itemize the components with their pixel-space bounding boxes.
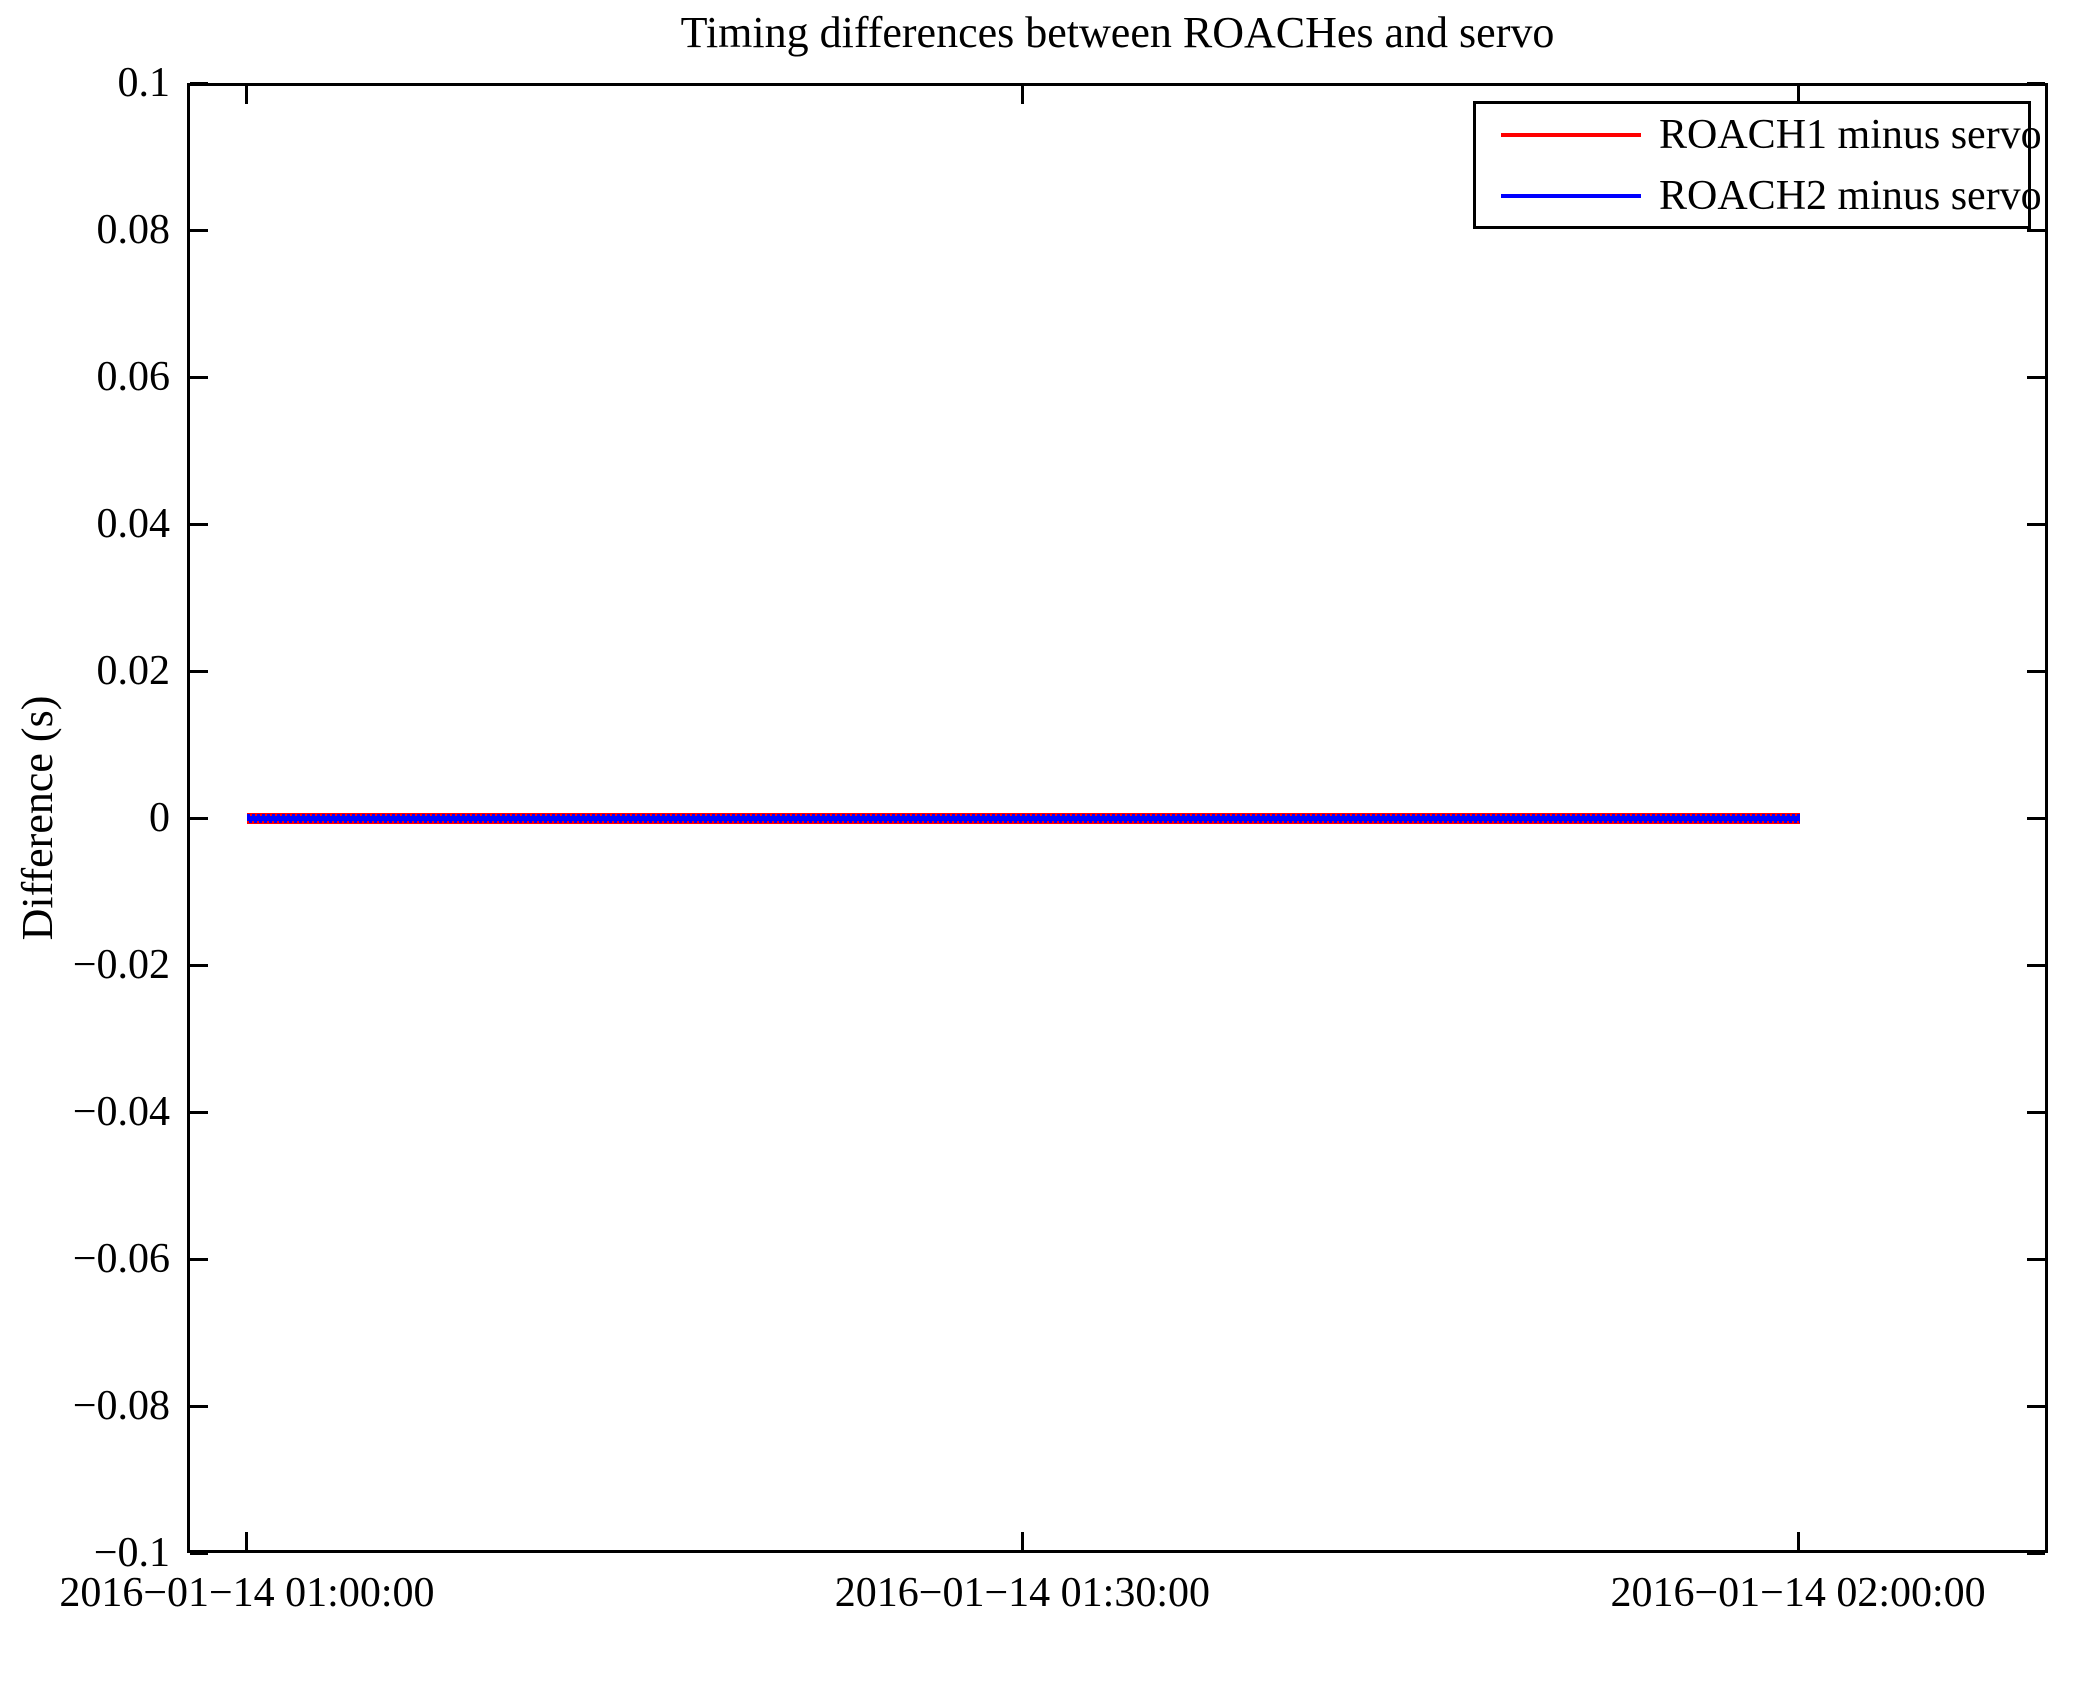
y-tick-right [2027,228,2045,232]
y-tick-right [2027,522,2045,526]
x-tick-top [1020,86,1024,104]
y-tick-label: 0 [149,795,170,841]
x-tick-label: 2016−01−14 01:00:00 [59,1570,435,1616]
y-tick-label: −0.06 [72,1236,170,1282]
y-tick-label: 0.04 [96,501,171,547]
y-tick-right [2027,816,2045,820]
legend: ROACH1 minus servo ROACH2 minus servo [1473,101,2042,229]
y-tick-label: −0.08 [72,1383,170,1429]
y-tick-label: 0.08 [96,207,171,253]
y-tick-right [2027,1257,2045,1261]
y-tick-left [190,228,208,232]
y-tick-left [190,1110,208,1114]
legend-line-sample-1 [1501,132,1641,137]
legend-line-sample-2 [1501,193,1641,198]
y-tick-right [2027,1551,2045,1555]
y-tick-left [190,81,208,85]
legend-row: ROACH1 minus servo [1476,104,2042,165]
x-tick-bottom [245,1532,249,1550]
y-tick-label: −0.1 [93,1530,170,1576]
y-tick-left [190,1404,208,1408]
x-tick-top [245,86,249,104]
legend-row: ROACH2 minus servo [1476,165,2042,226]
y-tick-label: −0.02 [72,942,170,988]
x-tick-label: 2016−01−14 01:30:00 [834,1570,1210,1616]
legend-label: ROACH1 minus servo [1659,111,2042,158]
y-tick-right [2027,375,2045,379]
y-tick-left [190,375,208,379]
y-tick-left [190,522,208,526]
y-tick-label: 0.02 [96,648,171,694]
y-tick-right [2027,669,2045,673]
x-tick-bottom [1796,1532,1800,1550]
chart-title: Timing differences between ROACHes and s… [680,8,1555,57]
legend-label: ROACH2 minus servo [1659,172,2042,219]
y-tick-left [190,963,208,967]
series-line-2 [246,813,1801,823]
y-tick-right [2027,963,2045,967]
y-tick-left [190,1257,208,1261]
y-tick-right [2027,81,2045,85]
x-tick-top [1796,86,1800,104]
y-tick-label: 0.06 [96,354,171,400]
y-tick-label: 0.1 [117,60,171,106]
y-tick-left [190,669,208,673]
y-tick-left [190,1551,208,1555]
x-tick-bottom [1020,1532,1024,1550]
x-tick-label: 2016−01−14 02:00:00 [1610,1570,1986,1616]
y-tick-label: −0.04 [72,1089,170,1135]
y-tick-right [2027,1404,2045,1408]
y-tick-left [190,816,208,820]
y-tick-right [2027,1110,2045,1114]
